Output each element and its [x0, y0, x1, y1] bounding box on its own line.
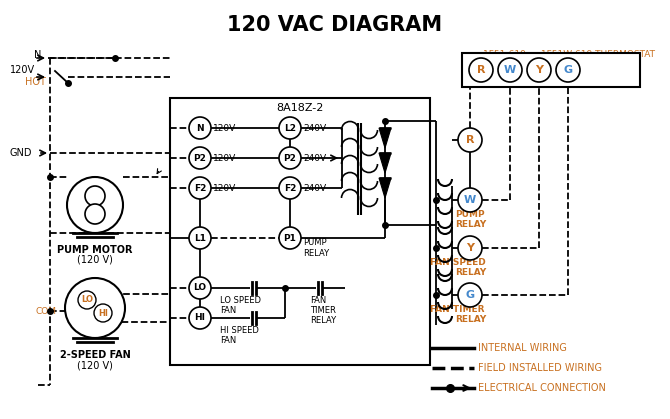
Circle shape	[458, 128, 482, 152]
Text: 8A18Z-2: 8A18Z-2	[276, 103, 324, 113]
Text: N: N	[196, 124, 204, 132]
Circle shape	[527, 58, 551, 82]
Circle shape	[458, 188, 482, 212]
Circle shape	[279, 117, 301, 139]
Circle shape	[458, 236, 482, 260]
Text: RELAY: RELAY	[310, 316, 336, 325]
Text: HI: HI	[194, 313, 206, 323]
Text: Y: Y	[535, 65, 543, 75]
Text: FAN: FAN	[220, 336, 237, 345]
Text: W: W	[464, 195, 476, 205]
Text: ELECTRICAL CONNECTION: ELECTRICAL CONNECTION	[478, 383, 606, 393]
Circle shape	[279, 227, 301, 249]
Text: 240V: 240V	[303, 153, 326, 163]
Polygon shape	[379, 128, 391, 148]
Text: 2-SPEED FAN: 2-SPEED FAN	[60, 350, 131, 360]
Circle shape	[189, 147, 211, 169]
Text: 120V: 120V	[10, 65, 35, 75]
Text: 120 VAC DIAGRAM: 120 VAC DIAGRAM	[227, 15, 443, 35]
Text: (120 V): (120 V)	[77, 360, 113, 370]
Text: G: G	[563, 65, 573, 75]
Text: 240V: 240V	[303, 124, 326, 132]
Polygon shape	[379, 153, 391, 173]
Text: 240V: 240V	[303, 184, 326, 192]
Text: GND: GND	[10, 148, 33, 158]
Text: 120V: 120V	[213, 124, 237, 132]
Circle shape	[85, 186, 105, 206]
Bar	[462, 53, 640, 87]
Text: PUMP: PUMP	[455, 210, 484, 219]
Circle shape	[78, 291, 96, 309]
Circle shape	[556, 58, 580, 82]
Text: PUMP MOTOR: PUMP MOTOR	[57, 245, 133, 255]
Text: COM: COM	[36, 307, 57, 316]
Circle shape	[498, 58, 522, 82]
Text: RELAY: RELAY	[303, 249, 329, 258]
Text: N: N	[34, 50, 42, 60]
Text: W: W	[504, 65, 516, 75]
Text: 1F51-619 or 1F51W-619 THERMOSTAT: 1F51-619 or 1F51W-619 THERMOSTAT	[483, 50, 655, 59]
Circle shape	[458, 283, 482, 307]
Text: P2: P2	[194, 153, 206, 163]
Circle shape	[65, 278, 125, 338]
Text: TIMER: TIMER	[310, 306, 336, 315]
Text: R: R	[466, 135, 474, 145]
Text: HOT: HOT	[25, 77, 46, 87]
Text: LO: LO	[81, 295, 93, 305]
Text: P1: P1	[283, 233, 296, 243]
Circle shape	[67, 177, 123, 233]
Circle shape	[189, 117, 211, 139]
Circle shape	[279, 147, 301, 169]
Circle shape	[94, 304, 112, 322]
Text: 120V: 120V	[213, 184, 237, 192]
Text: FAN TIMER: FAN TIMER	[430, 305, 484, 314]
Text: LO SPEED: LO SPEED	[220, 296, 261, 305]
Text: FAN: FAN	[310, 296, 326, 305]
Text: (120 V): (120 V)	[77, 255, 113, 265]
Text: R: R	[477, 65, 485, 75]
Text: G: G	[466, 290, 474, 300]
Text: P2: P2	[283, 153, 296, 163]
Text: INTERNAL WIRING: INTERNAL WIRING	[478, 343, 567, 353]
Text: FIELD INSTALLED WIRING: FIELD INSTALLED WIRING	[478, 363, 602, 373]
Circle shape	[85, 204, 105, 224]
Circle shape	[279, 177, 301, 199]
Circle shape	[189, 177, 211, 199]
Text: RELAY: RELAY	[455, 220, 486, 229]
Text: RELAY: RELAY	[455, 268, 486, 277]
Text: L1: L1	[194, 233, 206, 243]
Text: LO: LO	[194, 284, 206, 292]
Text: 120V: 120V	[213, 153, 237, 163]
Polygon shape	[379, 178, 391, 198]
Circle shape	[189, 277, 211, 299]
Text: HI SPEED: HI SPEED	[220, 326, 259, 335]
Circle shape	[469, 58, 493, 82]
Circle shape	[189, 307, 211, 329]
Text: PUMP: PUMP	[303, 238, 327, 247]
Text: HI: HI	[98, 308, 108, 318]
Bar	[170, 98, 430, 365]
Text: RELAY: RELAY	[455, 315, 486, 324]
Circle shape	[189, 227, 211, 249]
Text: F2: F2	[284, 184, 296, 192]
Text: FAN: FAN	[220, 306, 237, 315]
Text: FAN SPEED: FAN SPEED	[430, 258, 486, 267]
Text: Y: Y	[466, 243, 474, 253]
Text: F2: F2	[194, 184, 206, 192]
Text: L2: L2	[284, 124, 296, 132]
